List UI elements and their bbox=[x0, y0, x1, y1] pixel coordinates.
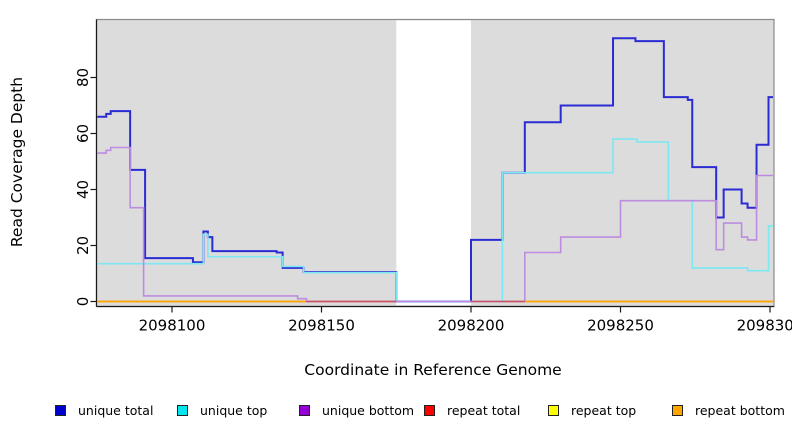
x-tick-label: 2098250 bbox=[587, 317, 654, 335]
legend-swatch-icon bbox=[672, 404, 683, 416]
x-axis-title: Coordinate in Reference Genome bbox=[304, 361, 561, 379]
legend-item-repeat-bottom: repeat bottom bbox=[672, 400, 785, 420]
x-tick-label: 2098200 bbox=[438, 317, 505, 335]
legend-item-repeat-total: repeat total bbox=[424, 400, 520, 420]
y-tick-label: 20 bbox=[74, 236, 92, 255]
legend-label: unique bottom bbox=[322, 402, 415, 418]
legend-swatch-icon bbox=[548, 404, 559, 416]
series-unique-bottom bbox=[97, 146, 773, 303]
x-tick-label: 2098150 bbox=[288, 317, 355, 335]
legend-label: repeat bottom bbox=[695, 402, 785, 418]
y-tick-label: 60 bbox=[74, 124, 92, 143]
y-tick-label: 40 bbox=[74, 180, 92, 199]
x-tick-label: 2098100 bbox=[139, 317, 206, 335]
legend-item-unique-total: unique total bbox=[55, 400, 153, 420]
masked-region bbox=[396, 20, 471, 306]
legend-item-repeat-top: repeat top bbox=[548, 400, 636, 420]
legend-item-unique-bottom: unique bottom bbox=[299, 400, 414, 420]
series-unique-top bbox=[97, 138, 773, 303]
y-tick-label: 0 bbox=[74, 297, 92, 307]
legend-swatch-icon bbox=[177, 404, 188, 416]
legend-swatch-icon bbox=[299, 404, 310, 416]
legend: unique total unique top unique bottom repea… bbox=[0, 400, 792, 422]
y-axis-title: Read Coverage Depth bbox=[8, 77, 26, 247]
legend-item-unique-top: unique top bbox=[177, 400, 267, 420]
legend-swatch-icon bbox=[55, 404, 66, 416]
legend-label: unique total bbox=[78, 402, 154, 418]
legend-label: repeat top bbox=[571, 402, 637, 418]
legend-label: unique top bbox=[200, 402, 268, 418]
legend-swatch-icon bbox=[424, 404, 435, 416]
y-tick-label: 80 bbox=[74, 68, 92, 87]
legend-label: repeat total bbox=[447, 402, 521, 418]
